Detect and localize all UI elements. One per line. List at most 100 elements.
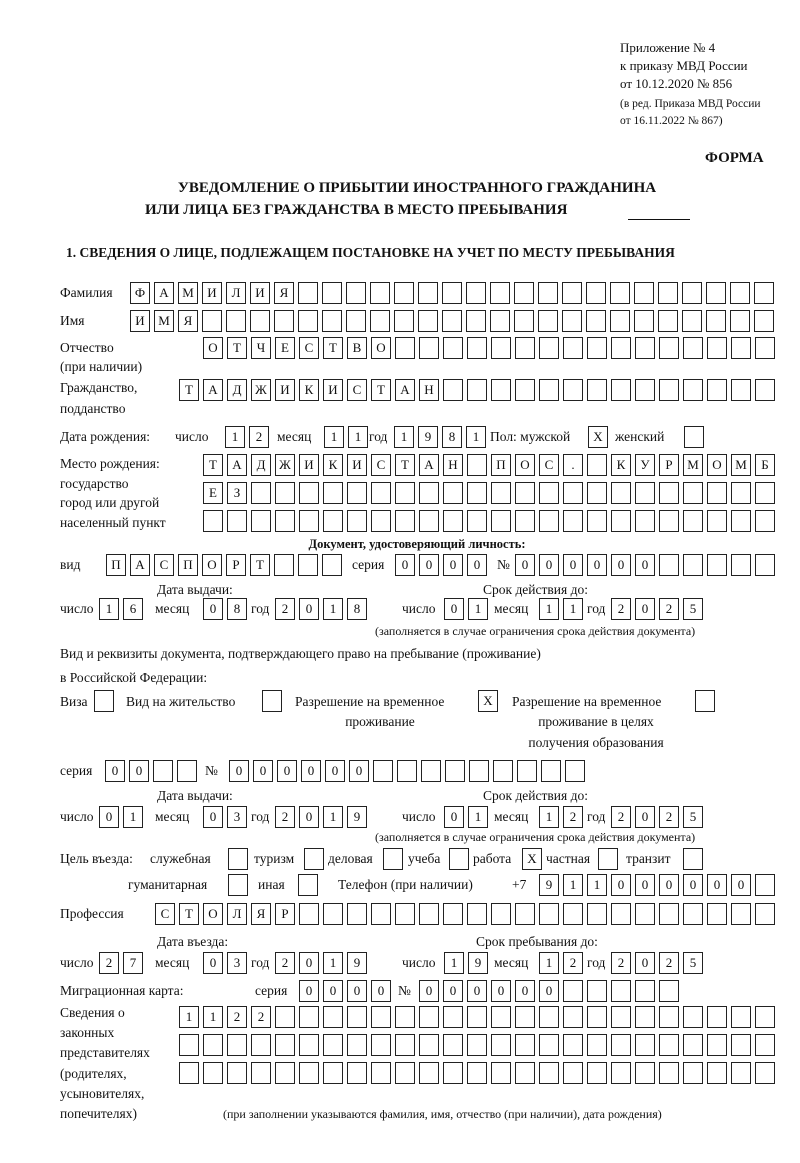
char-box[interactable]: Р [275, 903, 295, 925]
char-box[interactable] [731, 1006, 751, 1028]
char-box[interactable]: 0 [443, 554, 463, 576]
char-box[interactable] [467, 1062, 487, 1084]
char-box[interactable] [755, 554, 775, 576]
char-box[interactable] [323, 510, 343, 532]
char-box[interactable] [322, 554, 342, 576]
char-box[interactable] [395, 337, 415, 359]
char-box[interactable] [635, 337, 655, 359]
char-box[interactable] [634, 282, 654, 304]
char-box[interactable] [467, 454, 487, 476]
char-box[interactable]: Д [251, 454, 271, 476]
char-box[interactable] [442, 282, 462, 304]
char-box[interactable]: 7 [123, 952, 143, 974]
char-box[interactable] [755, 1062, 775, 1084]
char-box[interactable] [323, 1062, 343, 1084]
char-box[interactable] [418, 282, 438, 304]
char-box[interactable] [730, 310, 750, 332]
char-box[interactable] [493, 760, 513, 782]
char-box[interactable] [563, 482, 583, 504]
char-box[interactable]: Т [250, 554, 270, 576]
char-box[interactable] [730, 282, 750, 304]
char-box[interactable]: В [347, 337, 367, 359]
char-box[interactable] [659, 903, 679, 925]
char-box[interactable]: 3 [227, 952, 247, 974]
char-box[interactable] [659, 379, 679, 401]
char-box[interactable]: О [203, 903, 223, 925]
char-box[interactable] [179, 1062, 199, 1084]
char-box[interactable] [683, 1062, 703, 1084]
char-box[interactable] [226, 310, 246, 332]
char-box[interactable]: 2 [99, 952, 119, 974]
char-box[interactable]: К [611, 454, 631, 476]
char-box[interactable]: 0 [129, 760, 149, 782]
char-box[interactable] [227, 510, 247, 532]
char-box[interactable]: Т [395, 454, 415, 476]
char-box[interactable]: И [275, 379, 295, 401]
char-box[interactable] [587, 454, 607, 476]
char-box[interactable] [635, 903, 655, 925]
char-box[interactable] [683, 848, 703, 870]
char-box[interactable]: П [491, 454, 511, 476]
char-box[interactable] [445, 760, 465, 782]
char-box[interactable] [539, 1006, 559, 1028]
char-box[interactable]: 0 [203, 806, 223, 828]
char-box[interactable]: 0 [203, 952, 223, 974]
char-box[interactable] [262, 690, 282, 712]
char-box[interactable] [419, 337, 439, 359]
char-box[interactable] [562, 282, 582, 304]
char-box[interactable]: 1 [539, 598, 559, 620]
char-box[interactable]: С [299, 337, 319, 359]
char-box[interactable] [443, 1034, 463, 1056]
char-box[interactable]: 1 [123, 806, 143, 828]
char-box[interactable] [395, 1034, 415, 1056]
char-box[interactable]: 9 [418, 426, 438, 448]
birthplace-field-line3[interactable] [203, 510, 775, 532]
char-box[interactable] [371, 1006, 391, 1028]
purpose-study-checkbox[interactable] [449, 848, 469, 870]
char-box[interactable]: 2 [659, 806, 679, 828]
char-box[interactable]: А [154, 282, 174, 304]
char-box[interactable] [563, 980, 583, 1002]
char-box[interactable] [707, 1006, 727, 1028]
char-box[interactable] [347, 510, 367, 532]
char-box[interactable] [539, 379, 559, 401]
char-box[interactable]: 2 [563, 806, 583, 828]
char-box[interactable] [347, 1034, 367, 1056]
char-box[interactable]: Т [203, 454, 223, 476]
char-box[interactable] [298, 874, 318, 896]
sex-female-checkbox[interactable] [684, 426, 704, 448]
char-box[interactable] [683, 554, 703, 576]
char-box[interactable] [611, 337, 631, 359]
char-box[interactable]: 1 [563, 598, 583, 620]
char-box[interactable]: Ж [275, 454, 295, 476]
char-box[interactable] [275, 510, 295, 532]
char-box[interactable] [347, 903, 367, 925]
char-box[interactable]: Р [226, 554, 246, 576]
char-box[interactable] [682, 310, 702, 332]
char-box[interactable]: С [155, 903, 175, 925]
char-box[interactable] [755, 903, 775, 925]
char-box[interactable] [684, 426, 704, 448]
char-box[interactable]: 0 [299, 980, 319, 1002]
char-box[interactable]: М [731, 454, 751, 476]
char-box[interactable] [659, 1062, 679, 1084]
char-box[interactable] [177, 760, 197, 782]
char-box[interactable]: 0 [467, 554, 487, 576]
char-box[interactable] [443, 337, 463, 359]
char-box[interactable]: 1 [468, 806, 488, 828]
char-box[interactable] [373, 760, 393, 782]
char-box[interactable] [228, 848, 248, 870]
char-box[interactable] [394, 282, 414, 304]
char-box[interactable]: М [178, 282, 198, 304]
char-box[interactable]: 5 [683, 806, 703, 828]
char-box[interactable] [706, 282, 726, 304]
char-box[interactable]: . [563, 454, 583, 476]
char-box[interactable] [491, 379, 511, 401]
char-box[interactable] [395, 510, 415, 532]
char-box[interactable]: С [539, 454, 559, 476]
